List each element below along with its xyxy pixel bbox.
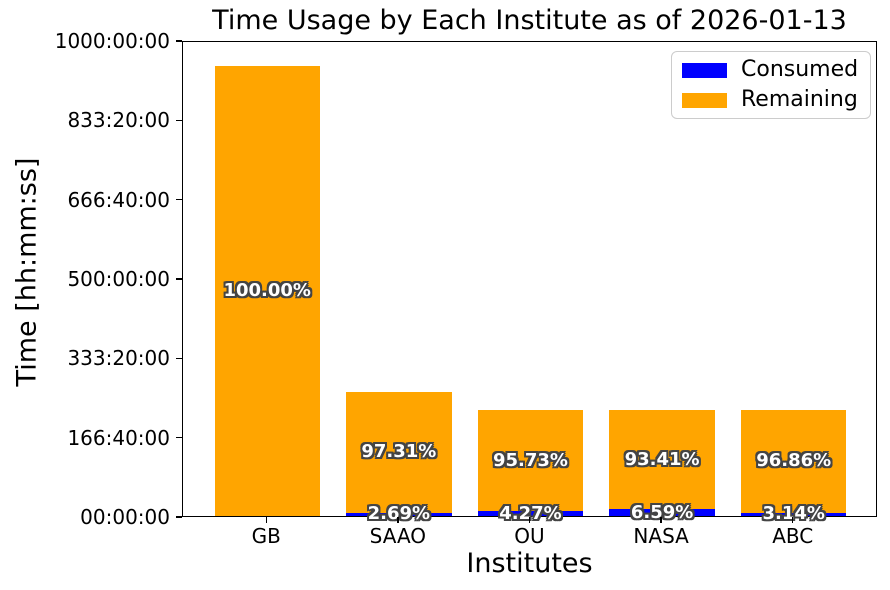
consumed-percent-label: 3.14% xyxy=(762,503,825,525)
y-tick-mark xyxy=(176,40,182,42)
x-tick-mark xyxy=(397,517,399,523)
x-tick-mark xyxy=(660,517,662,523)
consumed-percent-label: 6.59% xyxy=(630,501,694,523)
legend: Consumed Remaining xyxy=(671,51,871,119)
remaining-percent-label: 100.00% xyxy=(223,280,311,302)
bar-consumed-ABC xyxy=(741,512,847,516)
bar-remaining-NASA xyxy=(609,410,715,510)
x-tick-label: GB xyxy=(251,524,281,548)
remaining-percent-label: 97.31% xyxy=(361,441,437,463)
plot-area: 100.00% 2.69% 97.31% 4.27% 95.73% 6.59% 93.41%… xyxy=(182,41,877,524)
y-tick-mark xyxy=(176,198,182,201)
y-tick-label: 00:00:00 xyxy=(80,505,170,529)
legend-label-consumed: Consumed xyxy=(741,57,859,82)
y-tick-mark xyxy=(176,436,182,439)
x-tick-mark xyxy=(528,517,531,523)
consumed-swatch xyxy=(682,62,727,78)
x-tick-label: OU xyxy=(514,524,545,548)
bar-consumed-NASA xyxy=(609,509,715,516)
chart-title: Time Usage by Each Institute as of 2026-… xyxy=(212,5,847,36)
y-tick-label: 833:20:00 xyxy=(67,108,170,133)
legend-label-remaining: Remaining xyxy=(741,87,858,112)
bar-remaining-ABC xyxy=(741,410,847,513)
y-tick-label: 333:20:00 xyxy=(67,346,170,371)
y-tick-label: 1000:00:00 xyxy=(54,29,170,53)
y-tick-mark xyxy=(176,278,182,280)
y-tick-label: 166:40:00 xyxy=(67,425,170,450)
x-tick-label: ABC xyxy=(772,524,814,548)
x-axis-label: Institutes xyxy=(466,548,593,579)
y-tick-mark xyxy=(176,119,182,122)
x-tick-mark xyxy=(265,517,267,523)
consumed-percent-label: 2.69% xyxy=(367,503,431,525)
x-tick-label: SAAO xyxy=(369,524,427,548)
remaining-percent-label: 95.73% xyxy=(493,449,568,471)
bar-remaining-GB xyxy=(214,66,320,516)
consumed-percent-label: 4.27% xyxy=(499,502,562,524)
x-tick-label: NASA xyxy=(633,524,689,548)
x-tick-mark xyxy=(792,517,794,523)
y-tick-label: 500:00:00 xyxy=(67,267,170,291)
legend-item-consumed: Consumed xyxy=(682,58,870,82)
y-tick-mark xyxy=(176,357,182,360)
y-tick-mark xyxy=(176,516,182,518)
bar-consumed-OU xyxy=(477,511,584,516)
remaining-swatch xyxy=(682,92,727,108)
remaining-percent-label: 96.86% xyxy=(756,450,832,472)
bar-remaining-OU xyxy=(477,410,584,512)
bar-remaining-SAAO xyxy=(346,392,452,513)
y-tick-label: 666:40:00 xyxy=(67,187,170,212)
bar-consumed-SAAO xyxy=(346,512,452,516)
legend-item-remaining: Remaining xyxy=(682,88,870,112)
remaining-percent-label: 93.41% xyxy=(624,448,700,470)
